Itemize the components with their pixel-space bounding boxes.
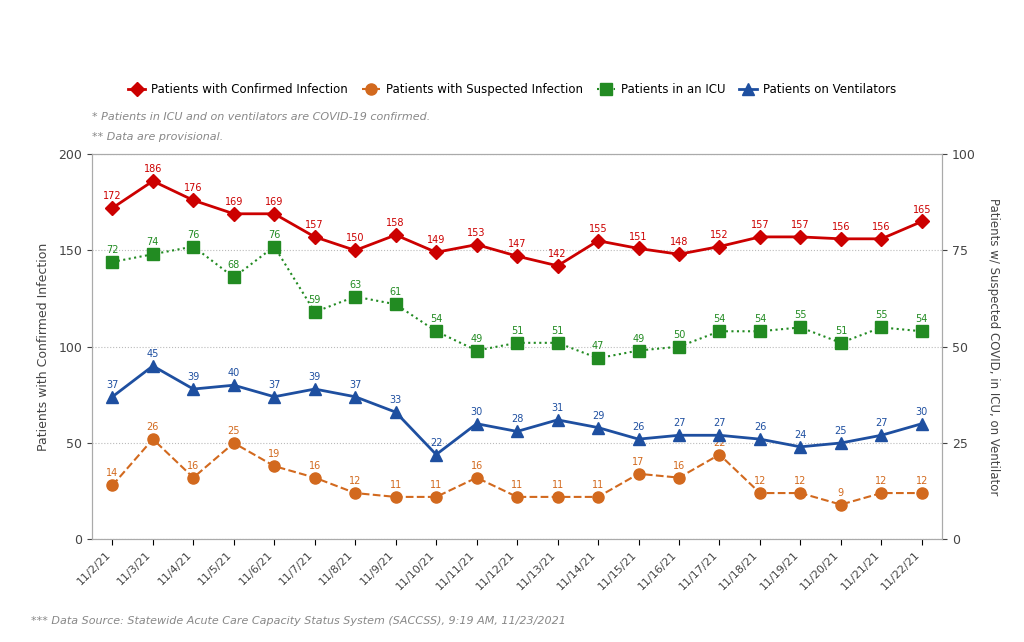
Text: 176: 176 [184, 184, 203, 193]
Text: 39: 39 [308, 372, 321, 382]
Text: 54: 54 [754, 315, 766, 324]
Text: 30: 30 [470, 407, 482, 417]
Text: 11: 11 [430, 480, 442, 490]
Text: 49: 49 [633, 334, 645, 343]
Y-axis label: Patients with Confirmed Infection: Patients with Confirmed Infection [37, 243, 50, 451]
Text: 25: 25 [227, 426, 240, 436]
Text: 68: 68 [227, 261, 240, 270]
Text: 28: 28 [511, 415, 523, 424]
Text: 33: 33 [389, 395, 401, 405]
Text: 157: 157 [305, 220, 324, 230]
Text: 14: 14 [106, 469, 119, 478]
Text: 153: 153 [467, 228, 486, 238]
Text: 55: 55 [795, 311, 807, 320]
Text: 31: 31 [552, 403, 564, 413]
Text: 26: 26 [633, 422, 645, 432]
Text: 39: 39 [187, 372, 200, 382]
Text: 22: 22 [430, 438, 442, 447]
Text: 12: 12 [349, 476, 361, 486]
Legend: Patients with Confirmed Infection, Patients with Suspected Infection, Patients i: Patients with Confirmed Infection, Patie… [123, 79, 901, 101]
Text: 165: 165 [912, 205, 931, 214]
Text: 11: 11 [389, 480, 401, 490]
Text: 11: 11 [552, 480, 564, 490]
Text: 26: 26 [754, 422, 766, 432]
Text: 147: 147 [508, 239, 526, 249]
Text: 51: 51 [835, 326, 847, 336]
Text: 155: 155 [589, 224, 607, 234]
Text: 9: 9 [838, 488, 844, 498]
Text: 55: 55 [876, 311, 888, 320]
Text: 172: 172 [103, 191, 122, 201]
Text: 16: 16 [673, 461, 685, 471]
Text: 51: 51 [551, 326, 564, 336]
Text: 150: 150 [346, 234, 365, 243]
Text: 11: 11 [511, 480, 523, 490]
Text: 11: 11 [592, 480, 604, 490]
Text: COVID-19 Hospitalizations Reported by MS Hospitals, 11/2/21–11/22/21 *,**,***: COVID-19 Hospitalizations Reported by MS… [126, 32, 898, 50]
Text: 27: 27 [876, 419, 888, 428]
Text: 72: 72 [106, 245, 119, 255]
Text: 12: 12 [795, 476, 807, 486]
Text: * Patients in ICU and on ventilators are COVID-19 confirmed.: * Patients in ICU and on ventilators are… [92, 112, 430, 123]
Text: 26: 26 [146, 422, 159, 432]
Text: 169: 169 [224, 197, 243, 207]
Text: 149: 149 [427, 236, 445, 245]
Text: 16: 16 [187, 461, 200, 471]
Text: 156: 156 [831, 222, 850, 232]
Text: 30: 30 [915, 407, 928, 417]
Text: 157: 157 [751, 220, 769, 230]
Text: 51: 51 [511, 326, 523, 336]
Text: 27: 27 [673, 419, 685, 428]
Text: *** Data Source: Statewide Acute Care Capacity Status System (SACCSS), 9:19 AM, : *** Data Source: Statewide Acute Care Ca… [31, 616, 565, 626]
Text: 74: 74 [146, 238, 159, 247]
Text: 45: 45 [146, 349, 159, 359]
Text: 37: 37 [349, 380, 361, 390]
Text: 49: 49 [470, 334, 482, 343]
Text: 157: 157 [792, 220, 810, 230]
Text: 59: 59 [308, 295, 321, 305]
Text: ** Data are provisional.: ** Data are provisional. [92, 132, 223, 142]
Text: 29: 29 [592, 411, 604, 421]
Text: 47: 47 [592, 342, 604, 351]
Text: 24: 24 [795, 430, 807, 440]
Text: 54: 54 [915, 315, 928, 324]
Text: 25: 25 [835, 426, 847, 436]
Text: 54: 54 [430, 315, 442, 324]
Y-axis label: Patients w/ Suspected COVID, in ICU, on Ventilator: Patients w/ Suspected COVID, in ICU, on … [987, 198, 999, 496]
Text: 16: 16 [470, 461, 482, 471]
Text: 152: 152 [711, 230, 729, 239]
Text: 169: 169 [265, 197, 284, 207]
Text: 40: 40 [227, 369, 240, 378]
Text: 151: 151 [630, 232, 648, 241]
Text: 19: 19 [268, 449, 281, 459]
Text: 186: 186 [143, 164, 162, 174]
Text: 37: 37 [268, 380, 281, 390]
Text: 12: 12 [915, 476, 928, 486]
Text: 12: 12 [754, 476, 766, 486]
Text: 76: 76 [187, 230, 200, 239]
Text: 17: 17 [633, 457, 645, 467]
Text: 142: 142 [548, 249, 567, 259]
Text: 16: 16 [308, 461, 321, 471]
Text: 156: 156 [872, 222, 891, 232]
Text: 22: 22 [714, 438, 726, 447]
Text: 148: 148 [670, 238, 688, 247]
Text: 76: 76 [268, 230, 281, 239]
Text: 12: 12 [876, 476, 888, 486]
Text: 50: 50 [673, 330, 685, 340]
Text: 63: 63 [349, 280, 361, 290]
Text: 27: 27 [714, 419, 726, 428]
Text: 54: 54 [714, 315, 726, 324]
Text: 37: 37 [106, 380, 119, 390]
Text: 61: 61 [389, 288, 401, 297]
Text: 158: 158 [386, 218, 404, 228]
